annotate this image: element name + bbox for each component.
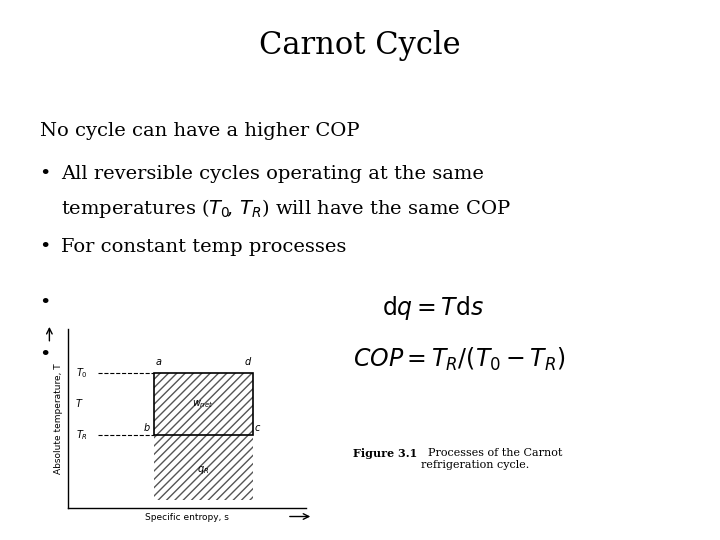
Text: d: d	[244, 356, 251, 367]
Text: a: a	[156, 356, 161, 367]
Text: temperatures ($\mathit{T}_{0}\!$, $\mathit{T}_{R}$) will have the same COP: temperatures ($\mathit{T}_{0}\!$, $\math…	[61, 197, 511, 220]
Text: $\mathrm{d}q = T\mathrm{d}s$: $\mathrm{d}q = T\mathrm{d}s$	[382, 294, 484, 322]
Text: c: c	[255, 423, 260, 433]
Text: $w_{net}$: $w_{net}$	[192, 398, 214, 410]
Text: $\mathit{COP} = T_R/(T_0 - T_R)$: $\mathit{COP} = T_R/(T_0 - T_R)$	[353, 346, 565, 373]
Text: •: •	[40, 165, 51, 183]
Bar	[153, 373, 253, 435]
Text: •: •	[40, 238, 51, 255]
Bar	[153, 435, 253, 500]
Text: $q_R$: $q_R$	[197, 464, 209, 476]
Text: T: T	[76, 399, 81, 409]
Bar	[153, 373, 253, 435]
Y-axis label: Absolute temperature, T: Absolute temperature, T	[54, 363, 63, 474]
Text: Figure 3.1: Figure 3.1	[353, 448, 417, 459]
Text: •: •	[40, 346, 51, 363]
Text: For constant temp processes: For constant temp processes	[61, 238, 346, 255]
Text: $T_0$: $T_0$	[76, 366, 89, 380]
Text: All reversible cycles operating at the same: All reversible cycles operating at the s…	[61, 165, 484, 183]
X-axis label: Specific entropy, s: Specific entropy, s	[145, 513, 229, 522]
Text: Carnot Cycle: Carnot Cycle	[259, 30, 461, 60]
Text: Processes of the Carnot
refrigeration cycle.: Processes of the Carnot refrigeration cy…	[421, 448, 562, 470]
Text: No cycle can have a higher COP: No cycle can have a higher COP	[40, 122, 359, 139]
Text: •: •	[40, 294, 51, 312]
Text: $T_R$: $T_R$	[76, 428, 89, 442]
Text: b: b	[143, 423, 150, 433]
Bar	[153, 435, 253, 500]
